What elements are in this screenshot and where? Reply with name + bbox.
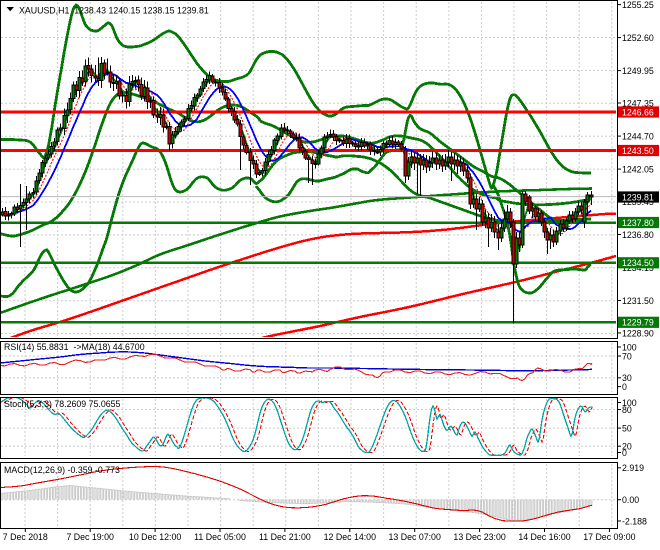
- svg-text:10 Dec 12:00: 10 Dec 12:00: [129, 532, 181, 542]
- svg-text:1229.79: 1229.79: [622, 318, 654, 328]
- svg-text:0.00: 0.00: [622, 495, 639, 505]
- svg-text:1246.66: 1246.66: [622, 107, 654, 117]
- svg-text:1244.70: 1244.70: [622, 132, 654, 142]
- svg-text:12 Dec 14:00: 12 Dec 14:00: [324, 532, 376, 542]
- svg-text:1234.50: 1234.50: [622, 258, 654, 268]
- svg-text:1231.50: 1231.50: [622, 296, 654, 306]
- svg-text:13 Dec 07:00: 13 Dec 07:00: [389, 532, 441, 542]
- svg-text:Stoch(5,3,3) 78.2609 75.0655: Stoch(5,3,3) 78.2609 75.0655: [4, 399, 121, 409]
- svg-text:7 Dec 19:00: 7 Dec 19:00: [66, 532, 114, 542]
- svg-text:80: 80: [622, 405, 632, 415]
- svg-text:RSI(14) 55.8831 ->MA(18) 44.6: RSI(14) 55.8831 ->MA(18) 44.6700: [4, 342, 145, 352]
- svg-text:70: 70: [622, 351, 632, 361]
- svg-text:1252.60: 1252.60: [622, 33, 654, 43]
- svg-text:13 Dec 23:00: 13 Dec 23:00: [453, 532, 505, 542]
- svg-text:20: 20: [622, 442, 632, 452]
- svg-text:11 Dec 05:00: 11 Dec 05:00: [194, 532, 246, 542]
- svg-text:1242.05: 1242.05: [622, 165, 654, 175]
- svg-text:1237.80: 1237.80: [622, 218, 654, 228]
- svg-text:50: 50: [622, 424, 632, 434]
- svg-text:100: 100: [622, 342, 637, 352]
- svg-text:MACD(12,26,9) -0.359 -0.773: MACD(12,26,9) -0.359 -0.773: [4, 465, 120, 475]
- svg-text:30: 30: [622, 373, 632, 383]
- svg-text:1249.95: 1249.95: [622, 66, 654, 76]
- svg-text:100: 100: [622, 398, 637, 408]
- svg-text:-2.188: -2.188: [622, 516, 647, 526]
- svg-text:1239.81: 1239.81: [622, 192, 654, 202]
- svg-text:XAUUSD,H1 1238.43 1240.15 123: XAUUSD,H1 1238.43 1240.15 1238.15 1239.8…: [19, 6, 209, 16]
- svg-text:0: 0: [622, 448, 627, 458]
- svg-text:1243.50: 1243.50: [622, 146, 654, 156]
- svg-text:11 Dec 21:00: 11 Dec 21:00: [259, 532, 311, 542]
- svg-text:1255.25: 1255.25: [622, 0, 654, 10]
- svg-text:1228.90: 1228.90: [622, 328, 654, 338]
- svg-text:0: 0: [622, 382, 627, 392]
- svg-text:2.919: 2.919: [622, 463, 644, 473]
- svg-text:14 Dec 16:00: 14 Dec 16:00: [518, 532, 570, 542]
- svg-text:1236.80: 1236.80: [622, 230, 654, 240]
- svg-text:1247.35: 1247.35: [622, 98, 654, 108]
- svg-text:17 Dec 09:00: 17 Dec 09:00: [583, 532, 635, 542]
- svg-text:7 Dec 2018: 7 Dec 2018: [3, 532, 48, 542]
